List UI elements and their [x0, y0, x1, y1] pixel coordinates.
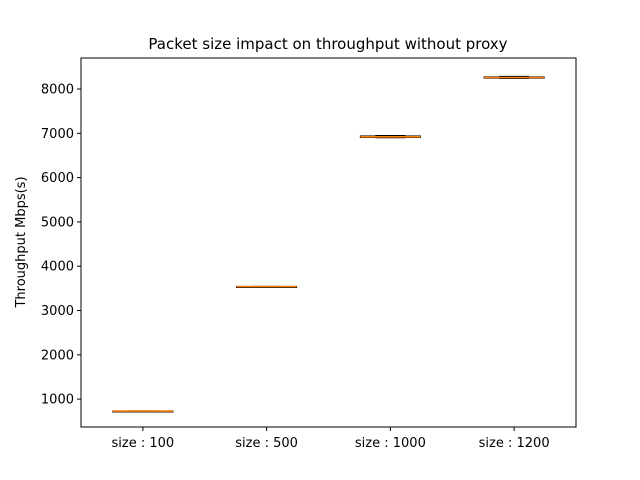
x-axis-ticks: size : 100 size : 500 size : 1000 size : 12… [112, 427, 550, 451]
box-4 [483, 75, 545, 79]
y-axis-ticks: 1000 2000 3000 4000 5000 6000 7000 8000 [41, 83, 81, 408]
x-tick-label: size : 100 [112, 436, 175, 451]
y-tick-label: 2000 [41, 348, 74, 363]
y-tick-label: 4000 [41, 260, 74, 275]
y-tick-label: 7000 [41, 127, 74, 142]
x-tick-label: size : 1000 [355, 436, 426, 451]
x-tick-label: size : 500 [235, 436, 298, 451]
y-tick-label: 5000 [41, 215, 74, 230]
box-3 [359, 135, 421, 139]
y-tick-label: 8000 [41, 83, 74, 98]
box-1 [112, 410, 174, 413]
box-plot-series [112, 75, 545, 413]
y-tick-label: 1000 [41, 393, 74, 408]
box-2 [236, 285, 298, 288]
y-tick-label: 6000 [41, 171, 74, 186]
x-tick-label: size : 1200 [479, 436, 550, 451]
chart-title: Packet size impact on throughput without… [148, 35, 507, 53]
y-tick-label: 3000 [41, 304, 74, 319]
y-axis-label: Throughput Mbps(s) [14, 176, 29, 308]
plot-frame [80, 57, 577, 428]
